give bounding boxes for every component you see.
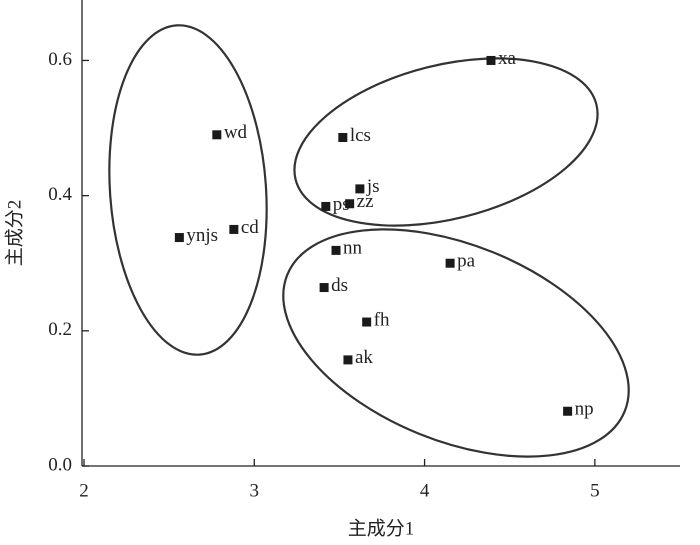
point-label: zz — [357, 191, 374, 212]
point — [319, 283, 329, 293]
point-label: ds — [331, 275, 348, 296]
point-label: np — [575, 399, 594, 420]
x-tick-label: 2 — [79, 480, 89, 501]
point — [331, 245, 341, 255]
point — [345, 199, 355, 209]
point-label: xa — [498, 48, 517, 69]
point-label: fh — [374, 309, 390, 330]
point-label: lcs — [350, 125, 371, 146]
point — [174, 233, 184, 243]
point — [229, 224, 239, 234]
point — [355, 184, 365, 194]
y-tick-label: 0.4 — [48, 184, 72, 205]
x-tick-label: 3 — [250, 480, 260, 501]
x-axis-label: 主成分1 — [348, 517, 415, 539]
point — [445, 258, 455, 268]
x-tick-label: 5 — [590, 480, 600, 501]
point-label: ynjs — [186, 225, 218, 246]
group-ellipse — [108, 24, 268, 356]
x-tick-label: 4 — [420, 480, 430, 501]
point-label: cd — [241, 217, 259, 238]
point — [321, 201, 331, 211]
point — [486, 55, 496, 65]
point-label: ps — [333, 194, 350, 215]
y-tick-label: 0.6 — [48, 49, 72, 70]
group-ellipse — [282, 228, 630, 458]
y-tick-label: 0.2 — [48, 319, 72, 340]
y-tick-label: 0.0 — [48, 454, 72, 475]
point-label: js — [366, 176, 380, 197]
point — [212, 130, 222, 140]
group-ellipse — [293, 57, 599, 227]
point-label: pa — [457, 251, 476, 272]
point-label: wd — [224, 122, 248, 143]
point — [343, 355, 353, 365]
point — [338, 133, 348, 143]
point — [362, 317, 372, 327]
y-axis-label: 主成分2 — [3, 200, 25, 267]
point-label: nn — [343, 238, 363, 259]
point-label: ak — [355, 347, 373, 368]
point — [563, 406, 573, 416]
